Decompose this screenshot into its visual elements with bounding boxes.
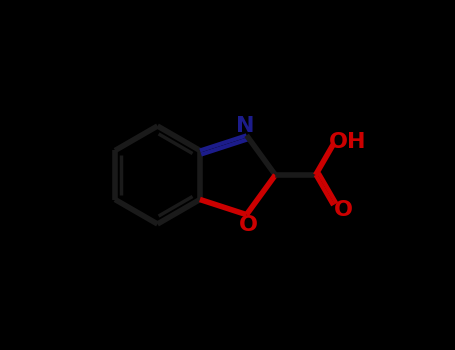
Text: N: N xyxy=(236,116,254,135)
Text: O: O xyxy=(239,215,258,235)
Text: OH: OH xyxy=(329,132,367,152)
Text: O: O xyxy=(334,199,353,219)
